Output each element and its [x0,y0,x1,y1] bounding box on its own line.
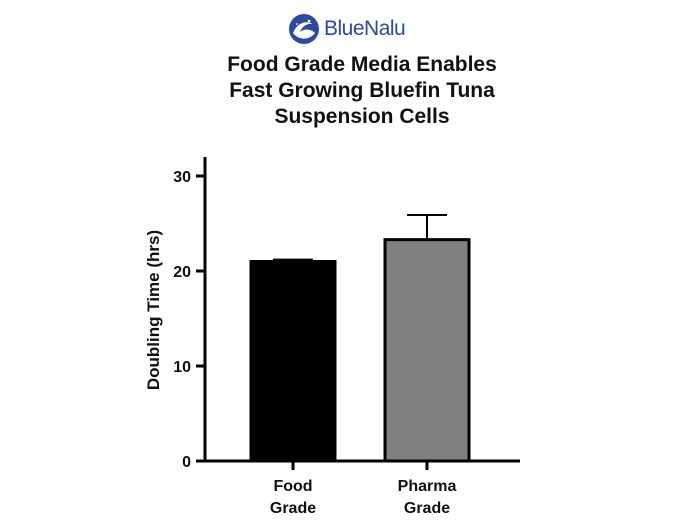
bar-0 [249,260,337,463]
x-tick-label-1-1: Grade [404,500,450,517]
chart-title: Food Grade Media Enables Fast Growing Bl… [150,52,574,130]
chart-title-line-1: Food Grade Media Enables [227,53,497,76]
y-tick-label-20: 20 [173,264,191,281]
y-tick-label-0: 0 [182,454,191,471]
y-tick-label-30: 30 [173,169,191,186]
logo: BlueNalu [288,12,406,46]
chart-title-line-3: Suspension Cells [274,105,450,128]
bar-1 [383,238,471,463]
x-tick-label-1-0: Pharma [398,478,457,495]
bluenalu-wave-logo-icon [289,14,319,44]
x-tick-label-0-1: Grade [270,500,316,517]
chart-title-line-2: Fast Growing Bluefin Tuna [229,79,495,102]
x-tick-label-0-0: Food [273,478,312,495]
y-tick-label-10: 10 [173,359,191,376]
logo-text: BlueNalu [324,17,406,40]
y-axis-label: Doubling Time (hrs) [144,230,163,390]
